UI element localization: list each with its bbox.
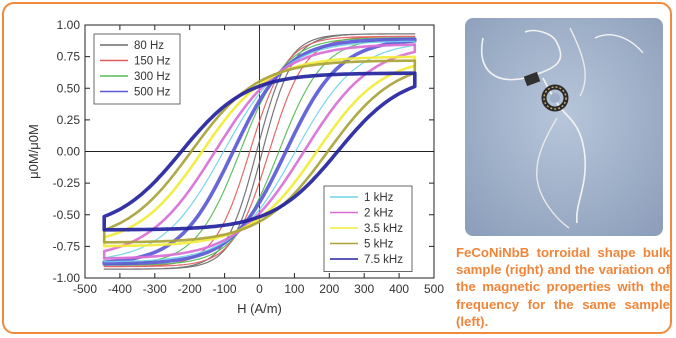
y-tick-label: 1.00 xyxy=(57,18,81,32)
series-loop-7_5-kHz xyxy=(102,71,417,232)
legend-high-frequency: 1 kHz 2 kHz 3.5 kHz 5 kHz 7.5 kHz xyxy=(323,185,413,272)
legend-label: 300 Hz xyxy=(134,71,171,83)
series-loop-3_5-kHz xyxy=(102,55,417,248)
x-tick-label: 500 xyxy=(424,282,444,296)
y-tick-label: -0.25 xyxy=(53,176,81,190)
x-tick-label: 100 xyxy=(284,282,304,296)
legend-label: 1 kHz xyxy=(364,192,394,204)
x-tick-label: -500 xyxy=(73,282,97,296)
series-loop-5-kHz xyxy=(102,59,417,244)
legend-low-frequency: 80 Hz 150 Hz 300 Hz 500 Hz xyxy=(93,33,181,105)
x-tick-label: 200 xyxy=(319,282,339,296)
x-tick-label: 400 xyxy=(389,282,409,296)
y-axis-label: μ0M/μ0M xyxy=(26,124,41,179)
y-tick-label: 0.75 xyxy=(57,50,81,64)
x-tick-label: -400 xyxy=(108,282,132,296)
y-tick-label: -1.00 xyxy=(53,271,81,285)
legend-box xyxy=(323,185,413,272)
y-tick-label: -0.50 xyxy=(53,208,81,222)
series-group xyxy=(102,33,417,270)
toroid-sample-image xyxy=(465,18,663,236)
y-tick-label: -0.75 xyxy=(53,239,81,253)
y-tick-label: 0.50 xyxy=(57,81,81,95)
legend-label: 500 Hz xyxy=(134,87,171,99)
y-tick-label: 0.00 xyxy=(57,145,81,159)
legend-label: 5 kHz xyxy=(364,239,394,251)
series-loop-1-kHz xyxy=(103,40,416,263)
legend-label: 150 Hz xyxy=(134,56,171,68)
legend-label: 3.5 kHz xyxy=(364,223,403,235)
x-tick-label: -100 xyxy=(213,282,237,296)
figure-frame: -500 -400 -300 -200 -100 0 100 200 300 400 500 1.00… xyxy=(2,2,672,334)
sample-photo xyxy=(465,18,663,236)
axes-layer: -500 -400 -300 -200 -100 0 100 200 300 400 500 1.00… xyxy=(53,18,445,296)
series-layer xyxy=(102,33,417,270)
figure-caption: FeCoNiNbB torroidal shape bulk sample (r… xyxy=(456,245,670,329)
legend-label: 7.5 kHz xyxy=(364,254,403,266)
series-loop-2-kHz xyxy=(102,43,417,260)
legend-label: 2 kHz xyxy=(364,208,394,220)
y-tick-label: 0.25 xyxy=(57,113,81,127)
hysteresis-chart: -500 -400 -300 -200 -100 0 100 200 300 400 500 1.00… xyxy=(26,18,445,316)
series-loop-500-Hz xyxy=(102,37,417,266)
x-tick-label: -200 xyxy=(178,282,202,296)
legend-label: 80 Hz xyxy=(134,40,164,52)
x-axis-label: H (A/m) xyxy=(237,301,282,316)
x-tick-label: 0 xyxy=(256,282,263,296)
x-tick-label: 300 xyxy=(354,282,374,296)
x-tick-label: -300 xyxy=(143,282,167,296)
